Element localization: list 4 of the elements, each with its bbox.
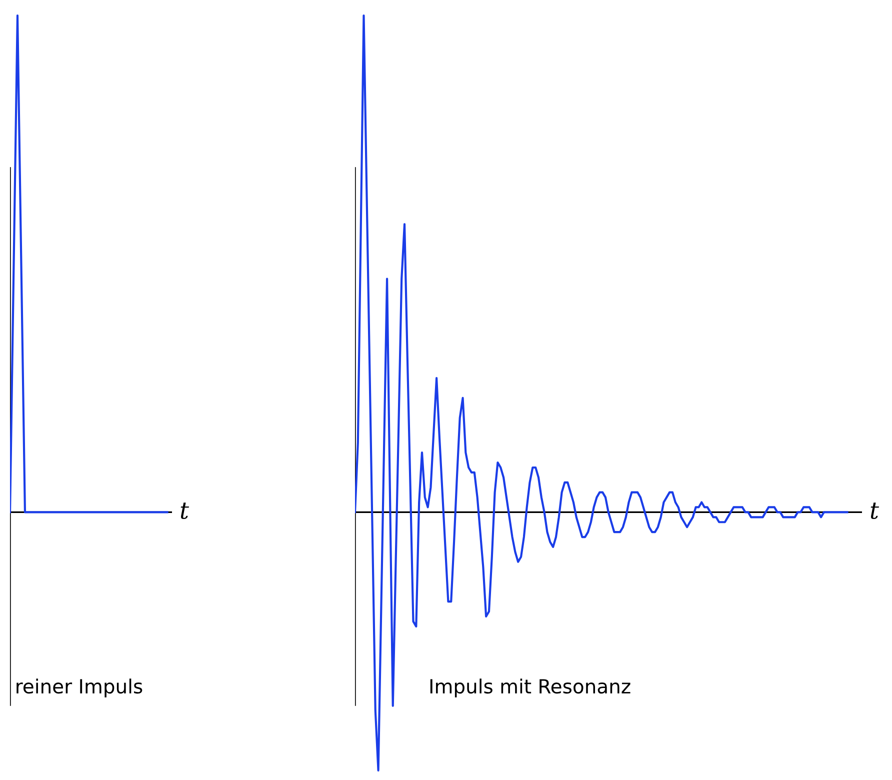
x-axis-title: t (870, 502, 880, 520)
text: Impuls mit Resonanz (430, 678, 630, 698)
text: reiner Impuls (16, 678, 142, 698)
x-axis-title: t (180, 502, 190, 520)
